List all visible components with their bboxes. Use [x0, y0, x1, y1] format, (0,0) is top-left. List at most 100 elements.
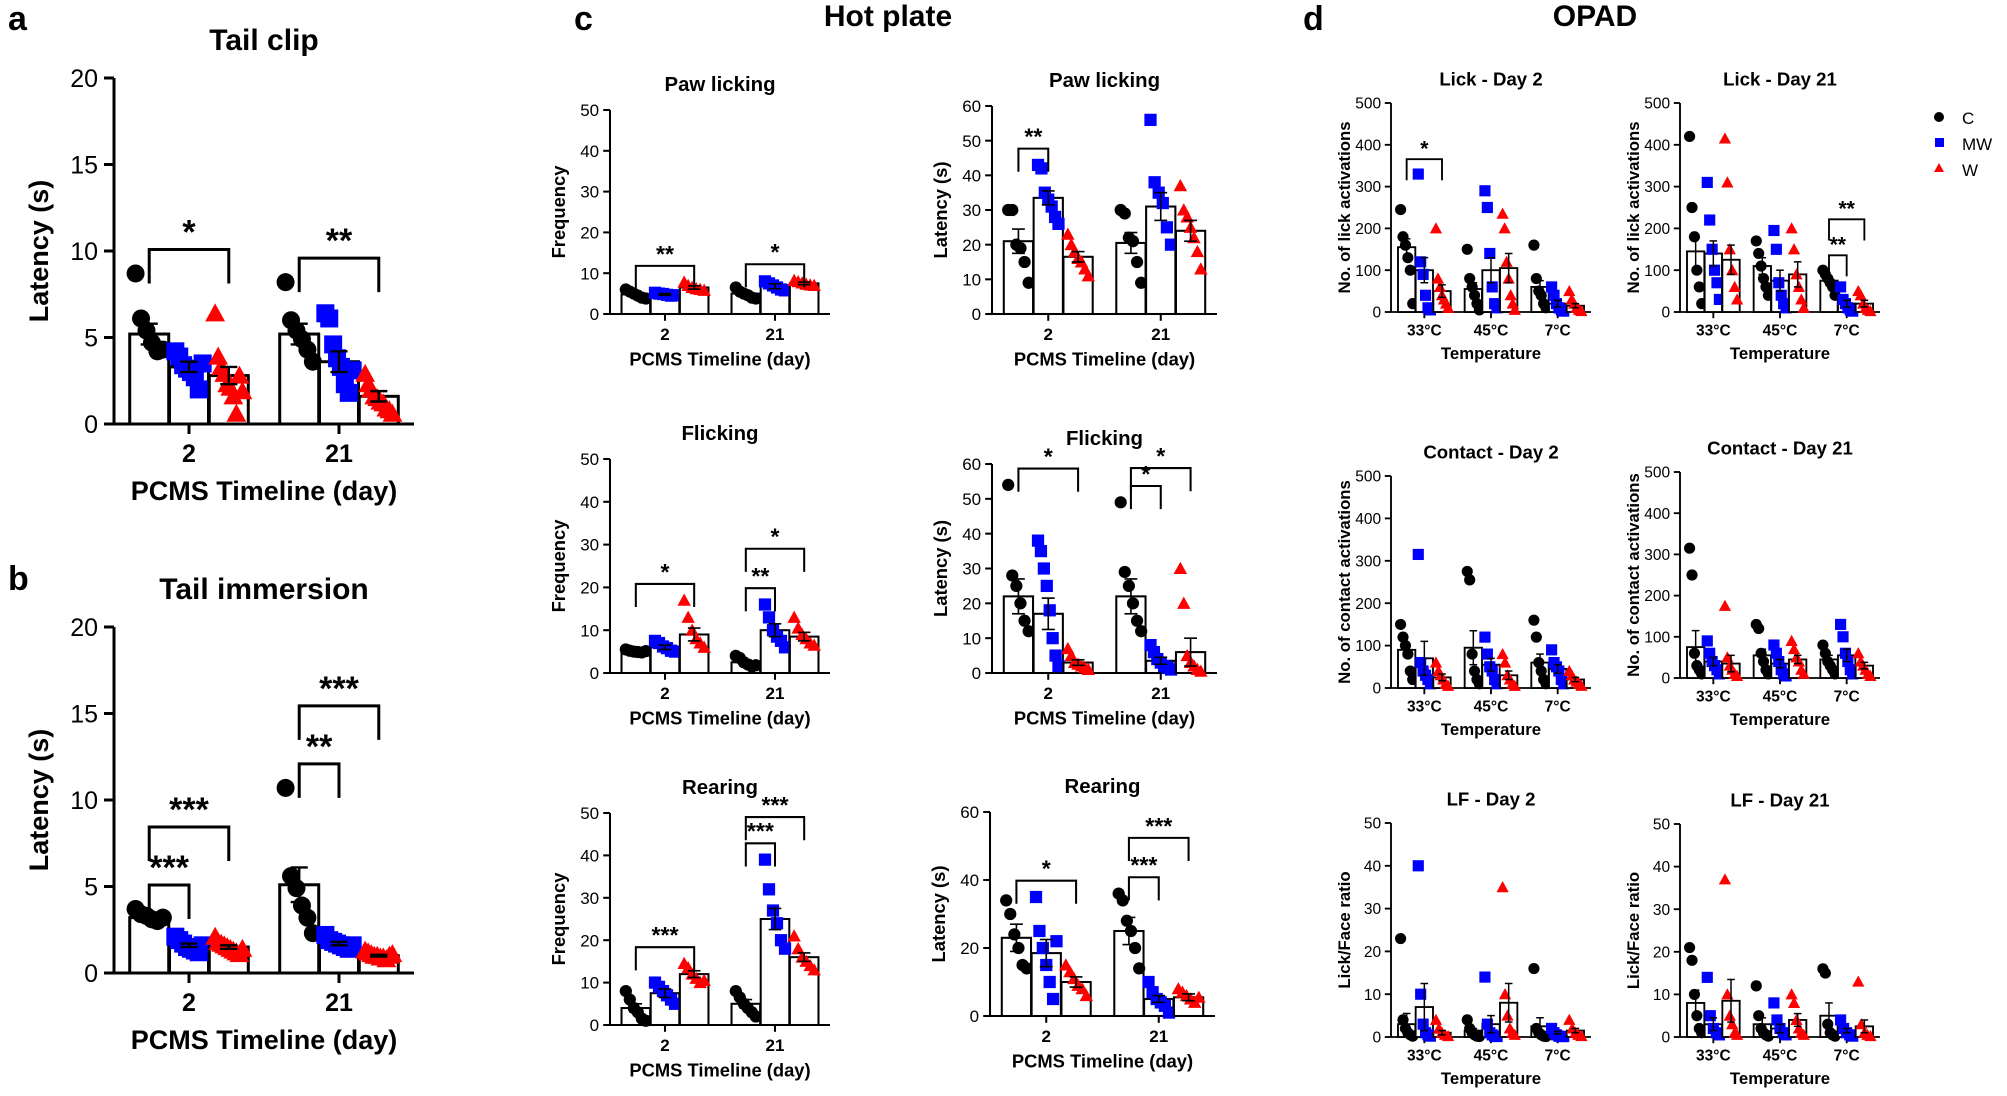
data-point-mw — [1144, 113, 1157, 126]
data-point-mw — [1479, 185, 1491, 197]
data-point-c — [1014, 597, 1027, 610]
data-point-mw — [1708, 264, 1721, 276]
data-point-c — [1122, 579, 1135, 593]
legend: C MW W — [1934, 109, 1992, 180]
data-point-mw — [1546, 281, 1558, 293]
data-point-w — [1718, 873, 1732, 885]
data-point-mw — [1835, 618, 1847, 631]
data-point-w — [205, 303, 226, 322]
data-point-mw — [1142, 975, 1155, 989]
significance-bracket — [634, 264, 696, 289]
legend-marker-w — [1934, 163, 1944, 172]
data-point-mw — [1835, 1014, 1847, 1026]
data-point-mw — [1037, 562, 1050, 575]
y-tick-label: 15 — [70, 701, 98, 729]
data-point-mw — [1775, 289, 1787, 301]
x-axis-label: Temperature — [1730, 344, 1830, 363]
data-point-mw — [1424, 678, 1436, 690]
data-point-w — [1728, 280, 1741, 292]
data-point-mw — [1491, 1030, 1503, 1043]
data-point-w — [1790, 268, 1803, 280]
data-point-c — [1118, 565, 1131, 579]
chart-title: Rearing — [1065, 776, 1141, 798]
data-point-mw — [1164, 238, 1178, 251]
y-axis-label: Lick/Face ratio — [1335, 871, 1354, 988]
data-point-mw — [1713, 668, 1725, 680]
significance-bracket — [634, 582, 696, 608]
data-point-c — [1468, 665, 1481, 677]
significance-label: * — [1042, 856, 1051, 882]
x-tick-label: 7°C — [1545, 1048, 1571, 1065]
y-tick-label: 100 — [1355, 638, 1381, 655]
data-point-c — [1018, 614, 1031, 627]
data-point-w — [1504, 289, 1517, 301]
data-point-c — [1018, 255, 1031, 269]
data-point-w — [1500, 255, 1513, 267]
x-axis-label: PCMS Timeline (day) — [629, 1060, 810, 1081]
x-axis-label: Temperature — [1441, 344, 1541, 363]
y-tick-label: 50 — [1653, 817, 1671, 834]
data-point-mw — [1424, 1030, 1436, 1042]
data-point-c — [126, 264, 145, 283]
data-point-w — [1730, 1028, 1744, 1040]
data-point-c — [1461, 243, 1473, 255]
data-point-mw — [1412, 168, 1424, 180]
data-point-w — [1718, 132, 1732, 144]
y-tick-label: 10 — [580, 621, 599, 640]
data-point-w — [1433, 280, 1447, 292]
data-point-c — [1528, 962, 1540, 975]
data-point-mw — [1701, 176, 1713, 188]
chart-hp-rearing-latency: Rearing 0 20 40 60 Latency (s) 2 21 PCMS Timelin… — [928, 776, 1215, 1072]
y-tick-label: 15 — [70, 152, 98, 180]
data-point-w — [1441, 1030, 1455, 1042]
data-point-w — [1194, 262, 1208, 275]
data-point-w — [1785, 988, 1798, 1000]
data-point-mw — [1770, 243, 1782, 255]
significance-bracket — [1017, 147, 1050, 172]
data-point-mw — [343, 361, 362, 380]
y-tick-label: 40 — [962, 166, 981, 185]
y-tick-label: 20 — [70, 614, 98, 642]
data-point-mw — [1034, 544, 1048, 558]
x-tick-label: 7°C — [1545, 699, 1571, 716]
data-point-mw — [1711, 277, 1723, 289]
data-point-mw — [324, 335, 343, 354]
significance-label: *** — [319, 670, 359, 708]
y-tick-label: 300 — [1355, 179, 1381, 196]
data-point-w — [1864, 1030, 1877, 1042]
data-point-w — [1785, 634, 1798, 646]
data-point-mw — [1035, 162, 1048, 175]
data-point-mw — [1033, 924, 1046, 938]
y-tick-label: 0 — [1372, 1030, 1381, 1047]
data-point-w — [1797, 301, 1810, 313]
x-tick-label: 45°C — [1763, 1048, 1798, 1065]
x-axis-label: PCMS Timeline (day) — [1014, 349, 1195, 370]
y-tick-label: 200 — [1644, 221, 1670, 238]
data-point-c — [1135, 276, 1148, 289]
data-point-mw — [1046, 992, 1060, 1006]
data-point-mw — [1417, 268, 1429, 280]
data-point-c — [1118, 207, 1131, 220]
data-point-w — [1429, 656, 1443, 668]
data-point-c — [1397, 631, 1409, 643]
data-point-c — [1010, 579, 1023, 593]
data-point-w — [1575, 1030, 1588, 1042]
y-tick-label: 100 — [1644, 629, 1670, 646]
data-point-mw — [1713, 293, 1725, 306]
data-point-w — [382, 403, 403, 422]
y-tick-label: 50 — [580, 804, 599, 823]
data-point-mw — [1847, 668, 1859, 680]
data-point-c — [1464, 272, 1476, 285]
y-tick-label: 400 — [1644, 506, 1670, 523]
y-axis-label: No. of lick activations — [1624, 121, 1643, 293]
data-point-mw — [1415, 656, 1427, 669]
x-axis-label: PCMS Timeline (day) — [131, 1025, 398, 1055]
y-tick-label: 10 — [70, 787, 98, 815]
data-point-mw — [1043, 604, 1056, 617]
data-point-c — [1014, 242, 1027, 255]
section-title-hot-plate: Hot plate — [824, 0, 952, 33]
data-point-w — [1508, 1028, 1521, 1040]
data-point-mw — [762, 883, 776, 896]
significance-bracket — [1129, 467, 1192, 492]
y-tick-label: 50 — [1364, 816, 1382, 833]
